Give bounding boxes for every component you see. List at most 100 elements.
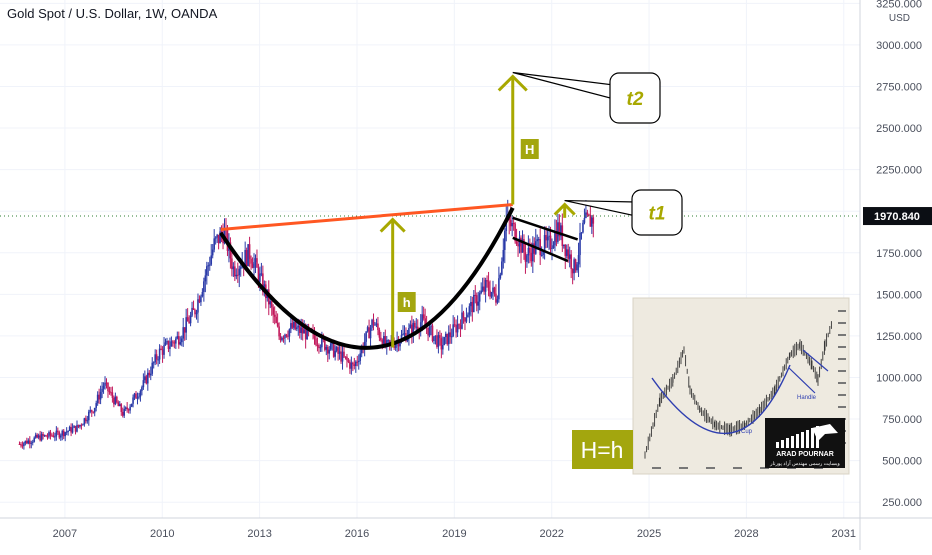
candle-body — [203, 281, 205, 292]
candle-body — [120, 404, 123, 412]
candle-body — [135, 393, 137, 399]
candle-body — [353, 364, 356, 367]
candle-body — [340, 351, 342, 362]
candle-body — [189, 315, 192, 324]
candle-body — [138, 396, 140, 398]
candle-body — [521, 239, 524, 253]
handle-channel-upper — [512, 216, 579, 241]
candle-body — [462, 312, 465, 318]
candle-body — [121, 411, 124, 416]
target1-callout-box — [631, 189, 683, 236]
candle-body — [326, 346, 329, 354]
candle-body — [201, 291, 204, 297]
candle-body — [501, 261, 503, 275]
candle-body — [539, 239, 541, 256]
candle-body — [297, 325, 300, 328]
candle-body — [298, 325, 301, 333]
candle-body — [61, 430, 64, 436]
candle-body — [467, 314, 469, 318]
candle-body — [355, 361, 357, 367]
candle-body — [412, 322, 415, 336]
candle-body — [160, 348, 162, 350]
candle-body — [589, 214, 592, 227]
candle-body — [175, 338, 177, 344]
candle-body — [259, 273, 261, 282]
candle-body — [411, 324, 413, 336]
candle-body — [163, 345, 165, 355]
candle-body — [416, 326, 419, 331]
candle-body — [270, 301, 273, 308]
y-tick-label: 250.000 — [882, 497, 922, 509]
candle-body — [316, 344, 319, 346]
candle-body — [111, 392, 114, 398]
candle-body — [238, 268, 241, 276]
x-tick-label: 2019 — [442, 528, 466, 540]
reference-inset: Cup Handle ARAD POURNAR وبسایت رسمی مهندس آ… — [572, 297, 850, 475]
candle-body — [493, 287, 496, 294]
candle-body — [352, 362, 354, 365]
candle-body — [375, 323, 378, 325]
inset-axis-tick — [838, 406, 846, 408]
y-tick-label: 3000.000 — [876, 40, 922, 52]
logo-bull-icon — [812, 424, 838, 441]
logo-bar — [791, 436, 794, 448]
candle-body — [235, 274, 238, 277]
candle-body — [278, 326, 280, 337]
candle-body — [459, 325, 462, 329]
equality-label: H=h — [581, 437, 624, 463]
candle-body — [455, 325, 457, 333]
pattern-drawings[interactable]: h Ht2 t1 — [219, 71, 683, 350]
y-tick-label: 3250.000 — [876, 0, 922, 10]
candle-body — [313, 332, 316, 339]
x-tick-label: 2016 — [345, 528, 369, 540]
candle-body — [437, 335, 440, 347]
candle-body — [545, 235, 547, 241]
candle-body — [96, 394, 99, 404]
candle-body — [164, 342, 167, 346]
candle-body — [88, 411, 90, 421]
candle-body — [117, 402, 120, 407]
cup-height-label-box — [397, 292, 416, 312]
candle-body — [284, 334, 286, 339]
candle-body — [465, 317, 468, 322]
candle-body — [449, 332, 452, 337]
candle-body — [73, 425, 75, 428]
inset-axis-tick — [838, 382, 846, 384]
candle-body — [114, 396, 117, 405]
candle-body — [562, 244, 565, 247]
logo-bar — [801, 432, 804, 448]
candle-body — [76, 424, 78, 432]
candle-body — [470, 301, 472, 307]
candle-body — [427, 327, 429, 336]
candle-body — [123, 408, 126, 416]
candle-body — [592, 217, 595, 224]
candle-body — [583, 218, 586, 223]
candle-body — [93, 407, 96, 413]
candle-body — [433, 336, 435, 342]
candle-body — [383, 336, 385, 347]
candle-body — [526, 255, 528, 262]
inset-handle-line — [788, 367, 816, 394]
candle-body — [192, 307, 195, 310]
candle-body — [576, 264, 578, 271]
candle-body — [490, 291, 493, 297]
cup-height-label: h — [403, 295, 411, 310]
candle-body — [588, 214, 590, 216]
candle-body — [26, 440, 28, 444]
candle-body — [198, 299, 201, 303]
candle-body — [113, 397, 115, 405]
candle-body — [172, 341, 174, 343]
candle-body — [321, 336, 323, 348]
candle-body — [288, 329, 291, 337]
candle-body — [45, 435, 47, 437]
candle-body — [555, 231, 558, 242]
candle-body — [306, 326, 308, 340]
inset-axis-tick — [706, 467, 715, 469]
logo-bar — [796, 434, 799, 448]
candle-body — [194, 309, 196, 315]
candle-body — [276, 322, 279, 327]
candle-body — [573, 259, 575, 274]
